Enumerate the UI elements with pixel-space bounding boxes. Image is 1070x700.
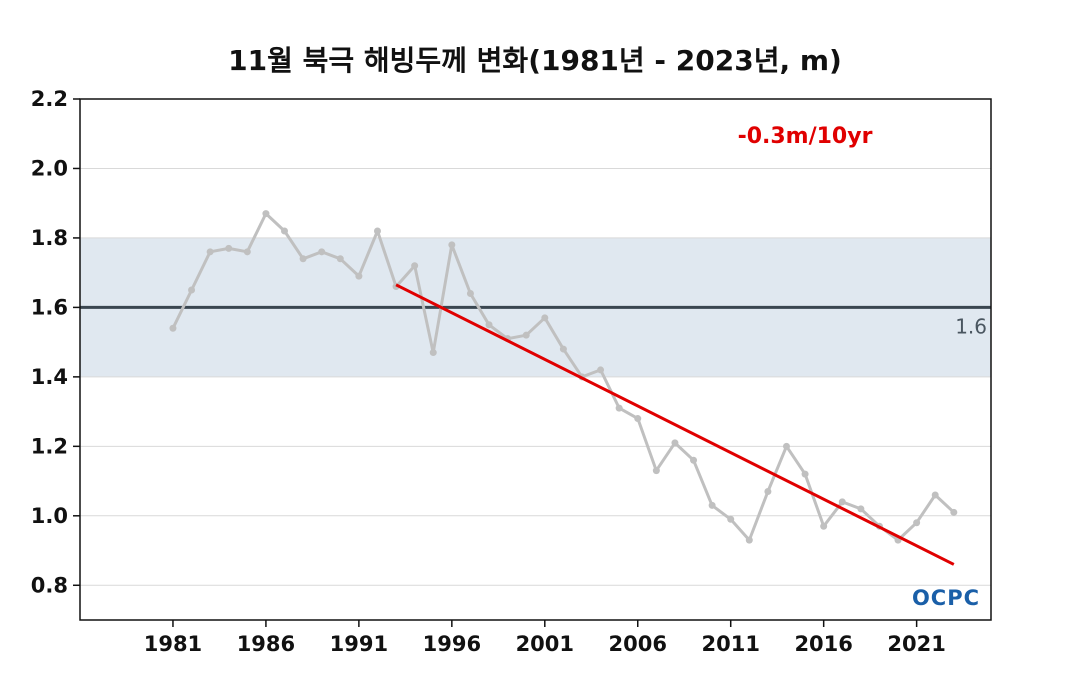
data-point: [169, 324, 177, 332]
data-point: [522, 331, 530, 339]
data-point: [950, 508, 958, 516]
data-point: [727, 515, 735, 523]
data-point: [411, 262, 419, 270]
reference-label: 1.6: [955, 314, 987, 338]
data-point: [690, 456, 698, 464]
x-tick-label: 1996: [423, 632, 481, 656]
data-point: [559, 345, 567, 353]
y-tick-label: 2.2: [31, 87, 68, 111]
data-point: [764, 487, 772, 495]
data-point: [373, 227, 381, 235]
data-point: [782, 442, 790, 450]
data-point: [336, 255, 344, 263]
chart-title: 11월 북극 해빙두께 변화(1981년 - 2023년, m): [228, 44, 842, 77]
data-point: [429, 349, 437, 357]
data-point: [634, 415, 642, 423]
data-point: [652, 467, 660, 475]
data-point: [318, 248, 326, 256]
x-tick-label: 2001: [516, 632, 574, 656]
data-point: [262, 210, 270, 218]
data-point: [206, 248, 214, 256]
x-tick-label: 2016: [794, 632, 852, 656]
data-point: [931, 491, 939, 499]
x-tick-label: 1981: [144, 632, 202, 656]
data-point: [671, 439, 679, 447]
trend-line: [395, 283, 955, 566]
data-point: [448, 241, 456, 249]
data-point: [188, 286, 196, 294]
data-point: [485, 321, 493, 329]
data-point: [820, 522, 828, 530]
y-tick-label: 1.2: [31, 434, 68, 458]
data-point: [355, 272, 363, 280]
data-point: [299, 255, 307, 263]
data-point: [281, 227, 289, 235]
x-tick-label: 1986: [237, 632, 295, 656]
data-point: [541, 314, 549, 322]
data-point: [243, 248, 251, 256]
data-point: [708, 501, 716, 509]
data-point: [466, 290, 474, 298]
data-point: [838, 498, 846, 506]
data-point: [801, 470, 809, 478]
data-point: [597, 366, 605, 374]
plot-frame: [79, 98, 992, 621]
data-point: [225, 244, 233, 252]
y-tick-label: 0.8: [31, 573, 68, 597]
data-point: [615, 404, 623, 412]
x-tick-label: 2011: [701, 632, 759, 656]
x-tick-label: 2006: [609, 632, 667, 656]
y-tick-label: 1.4: [31, 365, 68, 389]
y-tick-label: 1.0: [31, 504, 68, 528]
trend-label: -0.3m/10yr: [738, 124, 873, 149]
ocpc-logo: OCPC: [912, 586, 980, 610]
y-tick-label: 1.6: [31, 295, 68, 319]
y-tick-label: 1.8: [31, 226, 68, 250]
data-point: [857, 505, 865, 513]
plot-area: 1.6 0.8 1.0 1.2 1.4 1.6 1.8 2.0 2.2 1981 1986 1991 1…: [31, 87, 992, 656]
data-point: [913, 519, 921, 527]
y-tick-label: 2.0: [31, 156, 68, 180]
x-tick-label: 2021: [887, 632, 945, 656]
x-tick-label: 1991: [330, 632, 388, 656]
data-point: [745, 536, 753, 544]
